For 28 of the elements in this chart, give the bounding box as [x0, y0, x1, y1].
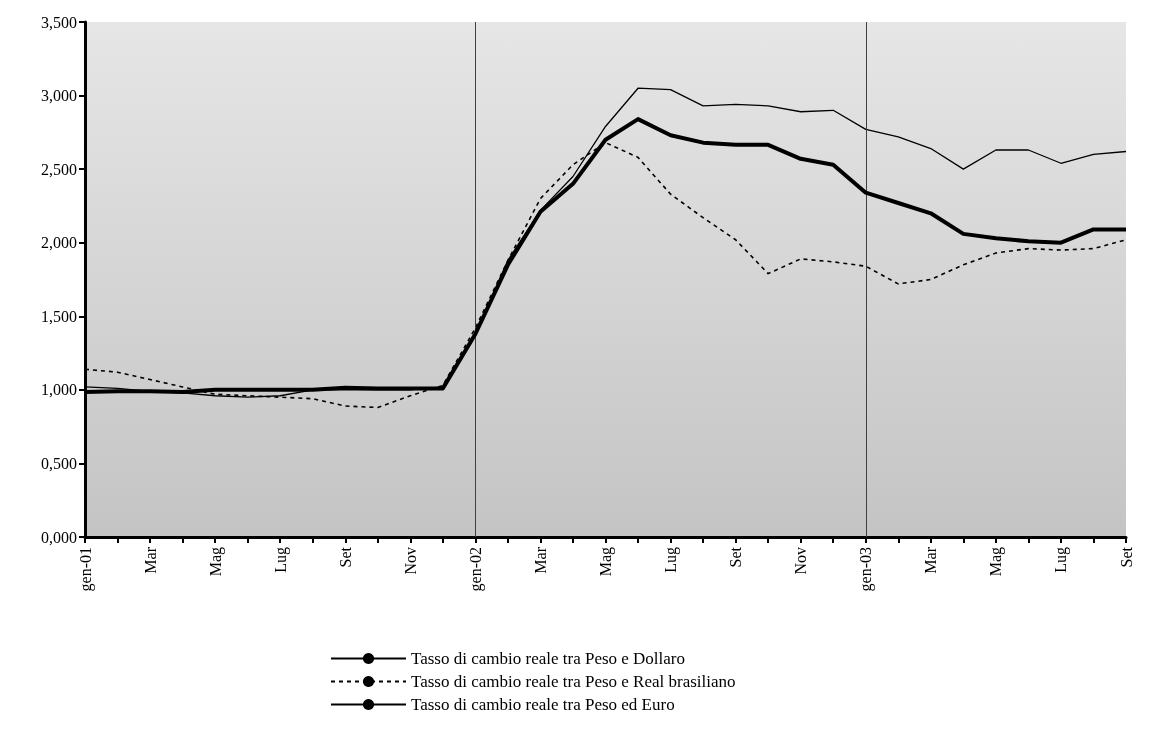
x-tick-label: Mag — [206, 547, 225, 577]
y-tick-label: 3,000 — [41, 87, 77, 105]
y-tick-label: 2,500 — [41, 160, 77, 178]
x-tick-label: Nov — [401, 547, 419, 575]
x-tick-label: gen-03 — [857, 547, 876, 592]
y-tick-label: 2,000 — [41, 234, 77, 252]
x-tick-label: Mag — [987, 547, 1006, 577]
x-tick-label: gen-02 — [466, 547, 485, 592]
x-tick-label: Mar — [531, 546, 549, 574]
y-tick-label: 0,000 — [41, 528, 77, 546]
x-tick-label: Lug — [271, 547, 290, 573]
x-tick-label: gen-01 — [76, 547, 95, 592]
legend-label: Tasso di cambio reale tra Peso e Dollaro — [411, 649, 686, 668]
y-tick-label: 0,500 — [41, 454, 77, 472]
x-tick-label: Nov — [792, 547, 810, 575]
x-tick-label: Mar — [922, 546, 940, 574]
x-tick-label: Set — [336, 546, 354, 568]
y-tick-label: 1,500 — [41, 307, 77, 325]
x-tick-label: Set — [727, 546, 745, 568]
y-tick-label: 1,000 — [41, 381, 77, 399]
x-tick-label: Mar — [141, 546, 159, 574]
x-tick-label: Lug — [1052, 547, 1071, 573]
x-tick-label: Set — [1117, 546, 1135, 568]
y-tick-label: 3,500 — [41, 13, 77, 31]
legend-label: Tasso di cambio reale tra Peso ed Euro — [411, 695, 675, 714]
x-tick-label: Lug — [662, 547, 681, 573]
legend-label: Tasso di cambio reale tra Peso e Real brasiliano — [411, 672, 736, 691]
x-tick-label: Mag — [597, 547, 615, 577]
